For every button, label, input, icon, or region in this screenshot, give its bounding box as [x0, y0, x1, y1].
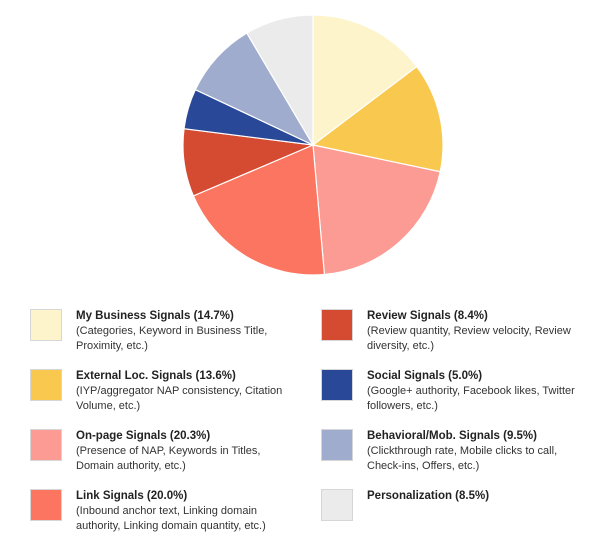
legend-label: Personalization (8.5%)	[367, 490, 490, 502]
legend-swatch	[321, 429, 353, 461]
legend-swatch	[321, 309, 353, 341]
legend-swatch	[30, 369, 62, 401]
legend-label: Link Signals (20.0%)	[76, 490, 188, 502]
legend-swatch	[30, 489, 62, 521]
pie-chart	[182, 14, 444, 276]
legend-label: Social Signals (5.0%)	[367, 370, 483, 382]
pie-slice-link-signals	[192, 144, 326, 276]
pie-slice-my-business-signals	[312, 14, 418, 147]
pie-slice-behavioral-mob-signals	[194, 32, 315, 147]
legend-label: Review Signals (8.4%)	[367, 310, 488, 322]
legend-label: Behavioral/Mob. Signals (9.5%)	[367, 430, 537, 442]
pie-slice-external-loc-signals	[311, 65, 444, 173]
legend-description: (Clickthrough rate, Mobile clicks to cal…	[367, 445, 558, 472]
legend-label: External Loc. Signals (13.6%)	[76, 370, 236, 382]
pie-slice-personalization	[245, 14, 314, 148]
legend-swatch	[321, 489, 353, 521]
legend-label: On-page Signals (20.3%)	[76, 430, 211, 442]
legend-swatch	[321, 369, 353, 401]
legend-description: (Categories, Keyword in Business Title, …	[76, 325, 268, 352]
legend-description: (Review quantity, Review velocity, Revie…	[367, 325, 571, 352]
legend-description: (Inbound anchor text, Linking domain aut…	[76, 505, 266, 532]
legend-description: (Presence of NAP, Keywords in Titles, Do…	[76, 445, 261, 472]
legend-description: (IYP/aggregator NAP consistency, Citatio…	[76, 385, 283, 412]
legend-label: My Business Signals (14.7%)	[76, 310, 234, 322]
legend-swatch	[30, 309, 62, 341]
legend-description: (Google+ authority, Facebook likes, Twit…	[367, 385, 575, 412]
pie-slice-on-page-signals	[312, 144, 441, 276]
legend-swatch	[30, 429, 62, 461]
